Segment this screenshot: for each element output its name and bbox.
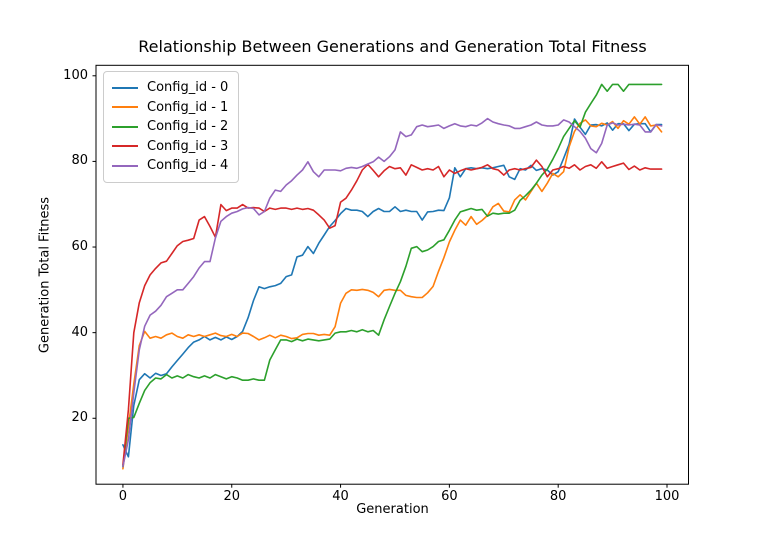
x-tick-label: 100	[654, 489, 680, 504]
legend-line-swatch	[112, 106, 138, 109]
x-tick-label: 20	[223, 489, 240, 504]
legend-item: Config_id - 2	[112, 117, 228, 137]
legend: Config_id - 0 Config_id - 1 Config_id - 2 C…	[103, 71, 240, 183]
legend-label: Config_id - 0	[147, 80, 229, 96]
legend-label: Config_id - 3	[147, 138, 229, 154]
legend-line-swatch	[112, 86, 138, 89]
legend-label: Config_id - 4	[147, 158, 229, 174]
legend-item: Config_id - 3	[112, 137, 228, 157]
legend-line-swatch	[112, 145, 138, 148]
y-tick-label: 20	[71, 410, 88, 426]
y-tick-label: 80	[71, 153, 88, 169]
legend-line-swatch	[112, 164, 138, 167]
series-line-config-id-0	[122, 118, 663, 458]
x-tick-label: 60	[441, 489, 458, 504]
x-tick-label: 40	[332, 489, 349, 504]
legend-label: Config_id - 1	[147, 99, 229, 115]
legend-item: Config_id - 0	[112, 78, 228, 98]
legend-line-swatch	[112, 125, 138, 128]
legend-item: Config_id - 1	[112, 98, 228, 118]
y-tick-label: 100	[63, 67, 88, 83]
y-tick-label: 40	[71, 324, 88, 340]
x-tick-label: 80	[549, 489, 567, 504]
series-line-config-id-3	[122, 159, 663, 466]
legend-label: Config_id - 2	[147, 119, 229, 135]
legend-item: Config_id - 4	[112, 156, 228, 176]
y-tick-label: 60	[71, 239, 88, 255]
series-line-config-id-4	[122, 117, 663, 468]
x-axis-label: Generation	[356, 502, 429, 517]
x-tick-label: 0	[118, 489, 128, 504]
series-line-config-id-1	[122, 116, 663, 470]
chart-title: Relationship Between Generations and Gen…	[138, 37, 647, 56]
